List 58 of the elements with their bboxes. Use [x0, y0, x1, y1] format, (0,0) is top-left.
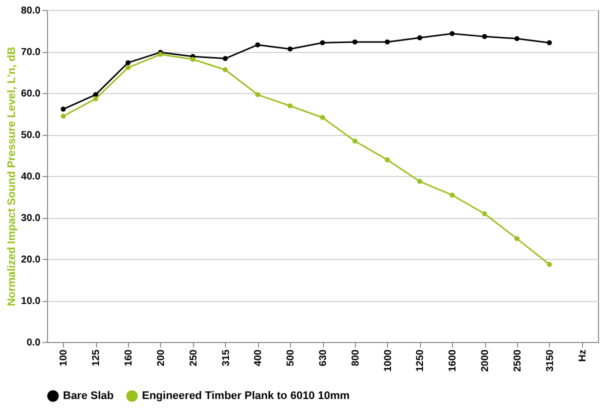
y-tick-label: 50.0 — [21, 130, 41, 141]
y-axis-title: Normalized Impact Sound Pressure Level, L'n, dB — [6, 46, 18, 306]
point — [60, 114, 66, 119]
y-tick-label: 20.0 — [21, 254, 41, 266]
x-tick-label: 2000 — [480, 349, 492, 372]
legend-label: Engineered Timber Plank to 6010 10mm — [142, 390, 350, 402]
point — [126, 65, 131, 70]
point — [450, 192, 455, 198]
point — [222, 67, 228, 72]
x-tick-label: 500 — [286, 349, 297, 366]
point — [546, 40, 552, 46]
y-tick-label: 0.0 — [26, 338, 41, 348]
point — [384, 39, 390, 44]
point — [255, 42, 260, 48]
point — [288, 103, 293, 108]
y-tick-label: 10.0 — [21, 296, 41, 307]
point — [60, 106, 66, 112]
legend-label: Bare Slab — [63, 390, 114, 402]
x-tick-label: 800 — [350, 349, 362, 366]
x-tick-label: 315 — [220, 349, 232, 366]
x-tick-label: 3150 — [544, 349, 556, 372]
x-tick-label: Hz — [577, 350, 588, 362]
x-tick-label: 160 — [124, 349, 135, 366]
point — [417, 35, 422, 40]
x-tick-label: 200 — [156, 349, 167, 366]
x-tick-label: 1250 — [415, 349, 426, 372]
point — [190, 56, 196, 62]
x-tick-label: 100 — [58, 349, 70, 366]
point — [514, 236, 520, 242]
point — [288, 46, 293, 52]
point — [384, 157, 390, 162]
point — [126, 60, 131, 66]
x-tick-label: 630 — [318, 349, 329, 366]
point — [450, 31, 455, 36]
y-tick-label: 70.0 — [21, 47, 41, 58]
x-tick-label: 1600 — [448, 349, 459, 372]
x-tick-label: 250 — [188, 349, 200, 366]
point — [352, 138, 358, 144]
point — [352, 39, 358, 44]
point — [320, 114, 325, 120]
point — [417, 178, 422, 184]
x-tick-label: 2500 — [512, 349, 524, 372]
y-tick-label: 40.0 — [21, 172, 41, 182]
x-tick-label: 400 — [253, 349, 264, 366]
point — [482, 211, 488, 216]
point — [514, 36, 520, 42]
y-tick-label: 60.0 — [21, 88, 41, 100]
y-tick-label: 80.0 — [21, 6, 41, 16]
point — [93, 92, 98, 98]
y-tick-label: 30.0 — [21, 213, 41, 224]
point — [546, 262, 552, 267]
x-tick-label: 125 — [91, 349, 102, 366]
point — [93, 96, 98, 102]
point — [255, 92, 260, 98]
point — [320, 40, 325, 46]
x-tick-label: 1000 — [382, 349, 394, 372]
point — [482, 34, 488, 40]
point — [222, 56, 228, 62]
